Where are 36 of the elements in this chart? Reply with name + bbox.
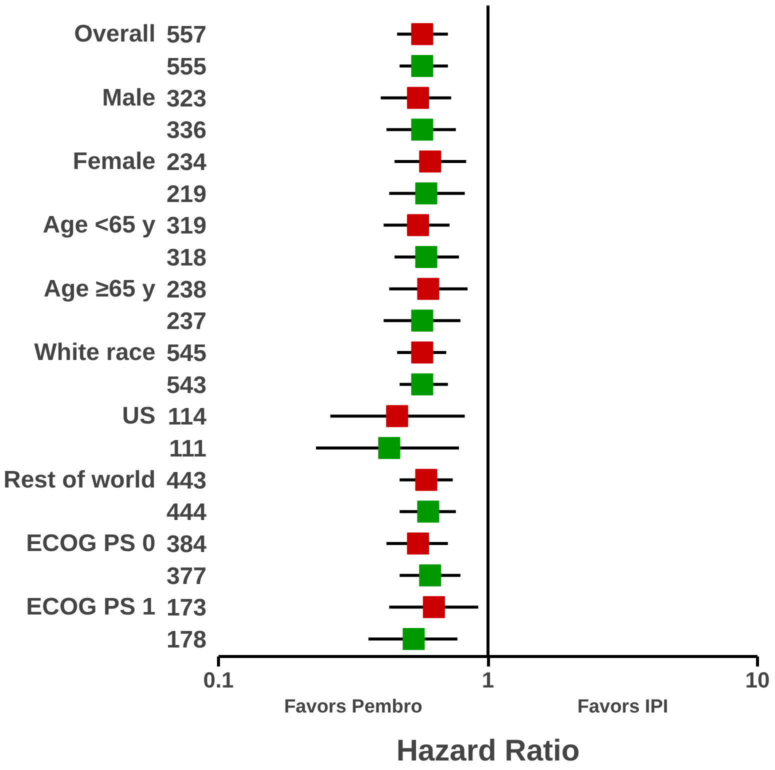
text: 111 [169,435,207,462]
text: Favors Pembro [284,696,422,718]
text: 444 [166,499,208,526]
x-tick-label: 0.1 [203,668,234,692]
text: 543 [166,372,207,399]
y-tick-label: Male [102,84,156,112]
text: Favors IPI [577,696,668,718]
text: 555 [166,53,207,80]
text: 219 [166,180,207,208]
y-tick-label: Age <65 y [42,212,156,239]
text: 557 [166,22,207,49]
text: 178 [166,626,207,654]
text: 318 [166,244,207,272]
y-tick-label: Overall [74,20,156,48]
y-tick-label: Rest of world [3,466,156,494]
y-tick-label: White race [34,338,156,366]
text: 377 [166,562,207,590]
x-tick-label: 1 [482,668,494,692]
text: 238 [166,276,207,304]
y-tick-label: Age ≥65 y [44,275,156,302]
text: 323 [166,85,207,112]
text: 545 [166,340,207,367]
y-tick-label: Female [72,148,156,175]
text: 443 [166,467,207,494]
y-tick-label: US [122,402,156,430]
x-tick-label: 10 [745,668,770,692]
text: 336 [166,117,207,144]
x-axis-title: Hazard Ratio [396,734,580,768]
text: 114 [168,404,208,431]
text: 234 [166,148,208,176]
text: 237 [166,308,207,336]
y-tick-label: ECOG PS 1 [26,594,156,621]
text: 319 [166,212,207,240]
text: 173 [166,594,207,622]
y-tick-label: ECOG PS 0 [26,530,156,557]
text: 384 [166,530,208,558]
